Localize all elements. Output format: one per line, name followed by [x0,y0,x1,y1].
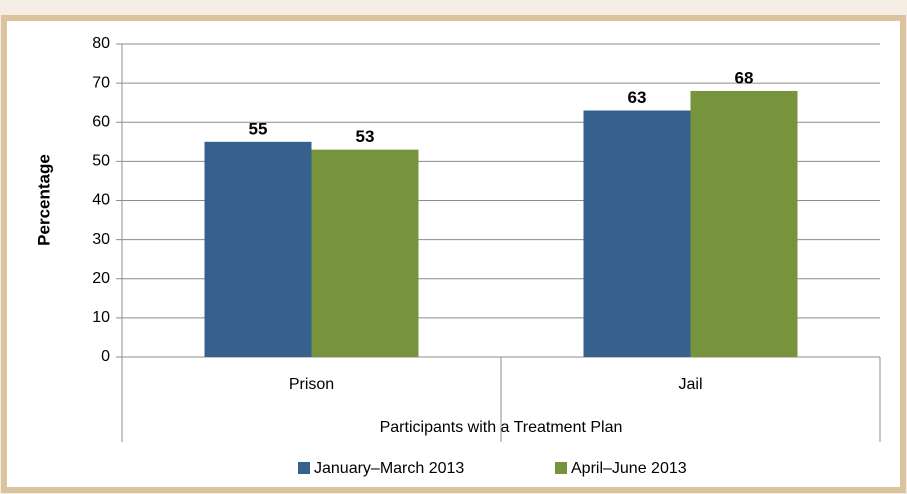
bar [204,141,312,357]
y-tick-label: 0 [101,348,110,365]
y-tick-label: 70 [92,74,110,91]
bar [311,149,419,357]
y-tick-label: 20 [92,270,110,287]
y-tick-label: 40 [92,192,110,209]
data-label: 68 [735,68,754,87]
legend-swatch [555,462,567,474]
legend-label: April–June 2013 [571,460,687,477]
data-label: 63 [628,88,647,107]
data-label: 55 [249,119,268,138]
y-tick-label: 60 [92,113,110,130]
y-tick-label: 50 [92,153,110,170]
x-tick-label: Jail [678,376,702,393]
y-tick-label: 80 [92,35,110,52]
y-axis-label: Percentage [34,154,53,246]
data-label: 53 [356,127,375,146]
bar [690,90,798,357]
y-tick-label: 10 [92,309,110,326]
legend-swatch [298,462,310,474]
legend-label: January–March 2013 [314,460,464,477]
y-tick-label: 30 [92,231,110,248]
x-tick-label: Prison [289,376,334,393]
bar [583,110,691,357]
